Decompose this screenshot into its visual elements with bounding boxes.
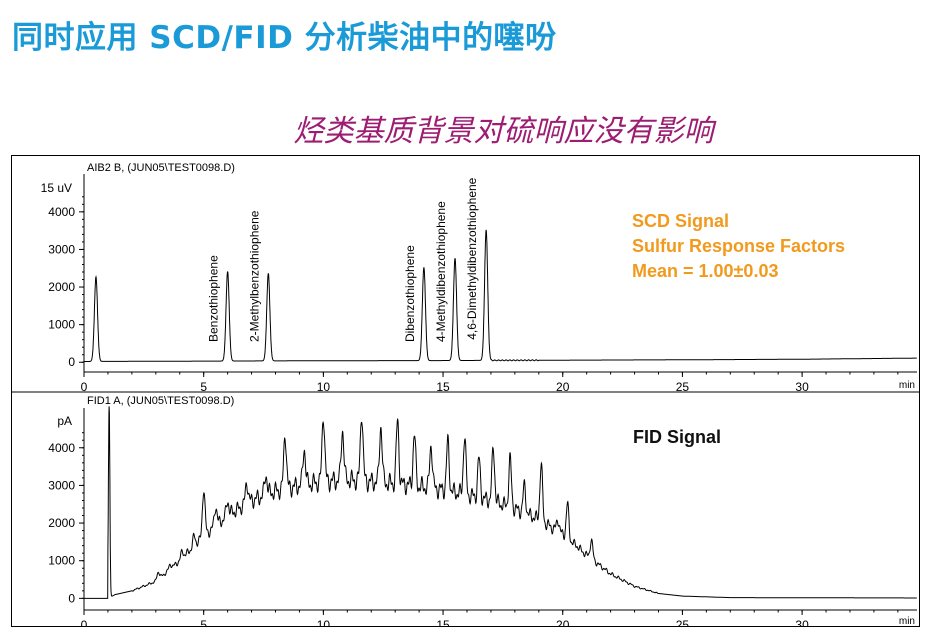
fid-x-tick-label: 20	[556, 618, 570, 627]
slide-title: 同时应用 SCD/FID 分析柴油中的噻吩	[12, 20, 557, 56]
fid-annotation: FID Signal	[633, 427, 721, 447]
scd-x-tick-label: 30	[795, 380, 809, 394]
scd-x-tick-label: 15	[436, 380, 450, 394]
fid-y-tick-label: 2000	[48, 516, 75, 530]
scd-y-tick-label: 2000	[48, 280, 75, 294]
scd-y-tick-label: 3000	[48, 242, 75, 256]
peak-label: 4,6-Dimethyldibenzothiophene	[465, 177, 479, 339]
fid-annotation-line: FID Signal	[633, 427, 721, 447]
scd-y-tick-label: 4000	[48, 205, 75, 219]
scd-x-tick-label: 5	[200, 380, 207, 394]
chromatogram-chart: AIB2 B, (JUN05\TEST0098.D) 15 uV min 0 10…	[11, 155, 920, 632]
fid-y-tick-label: 1000	[48, 554, 75, 568]
fid-y-tick-label: 4000	[48, 441, 75, 455]
scd-annotation-line: Sulfur Response Factors	[632, 236, 845, 256]
fid-y-tick-label: 0	[68, 591, 75, 605]
scd-panel: AIB2 B, (JUN05\TEST0098.D) 15 uV min 0 10…	[41, 162, 917, 394]
scd-trace	[84, 229, 917, 362]
fid-x-tick-label: 30	[795, 618, 809, 627]
chromatogram-frame: AIB2 B, (JUN05\TEST0098.D) 15 uV min 0 10…	[11, 155, 920, 632]
fid-panel: FID1 A, (JUN05\TEST0098.D) pA min 0 1000 2…	[48, 395, 917, 632]
scd-annotation-line: Mean = 1.00±0.03	[632, 261, 778, 281]
scd-x-tick-label: 0	[81, 380, 88, 394]
fid-panel-label: FID1 A, (JUN05\TEST0098.D)	[87, 395, 234, 407]
peak-label: 2-Methylbenzothiophene	[247, 210, 261, 342]
fid-x-tick-label: 15	[436, 618, 450, 627]
scd-x-tick-label: 25	[676, 380, 690, 394]
fid-y-tick-label: 3000	[48, 478, 75, 492]
fid-x-tick-label: 10	[317, 618, 331, 627]
scd-x-tick-label: 20	[556, 380, 570, 394]
fid-x-unit: min	[899, 616, 915, 627]
scd-y-tick-label: 1000	[48, 318, 75, 332]
chart-border	[11, 155, 920, 627]
scd-y-tick-label: 0	[68, 355, 75, 369]
scd-x-unit: min	[899, 380, 915, 391]
fid-x-tick-label: 5	[200, 618, 207, 627]
scd-x-tick-label: 10	[317, 380, 331, 394]
fid-y-unit: pA	[57, 414, 72, 428]
fid-x-tick-label: 25	[676, 618, 690, 627]
scd-y-unit: 15 uV	[41, 181, 72, 195]
fid-x-tick-label: 0	[81, 618, 88, 627]
fid-trace	[84, 406, 917, 599]
scd-annotation-line: SCD Signal	[632, 211, 729, 231]
peak-label: Benzothiophene	[207, 255, 221, 342]
peak-label: 4-Methyldibenzothiophene	[434, 201, 448, 342]
scd-panel-label: AIB2 B, (JUN05\TEST0098.D)	[87, 162, 235, 174]
scd-annotation: SCD Signal Sulfur Response Factors Mean …	[632, 211, 845, 281]
slide-subtitle: 烃类基质背景对硫响应没有影响	[293, 114, 714, 149]
peak-label: Dibenzothiophene	[403, 245, 417, 342]
